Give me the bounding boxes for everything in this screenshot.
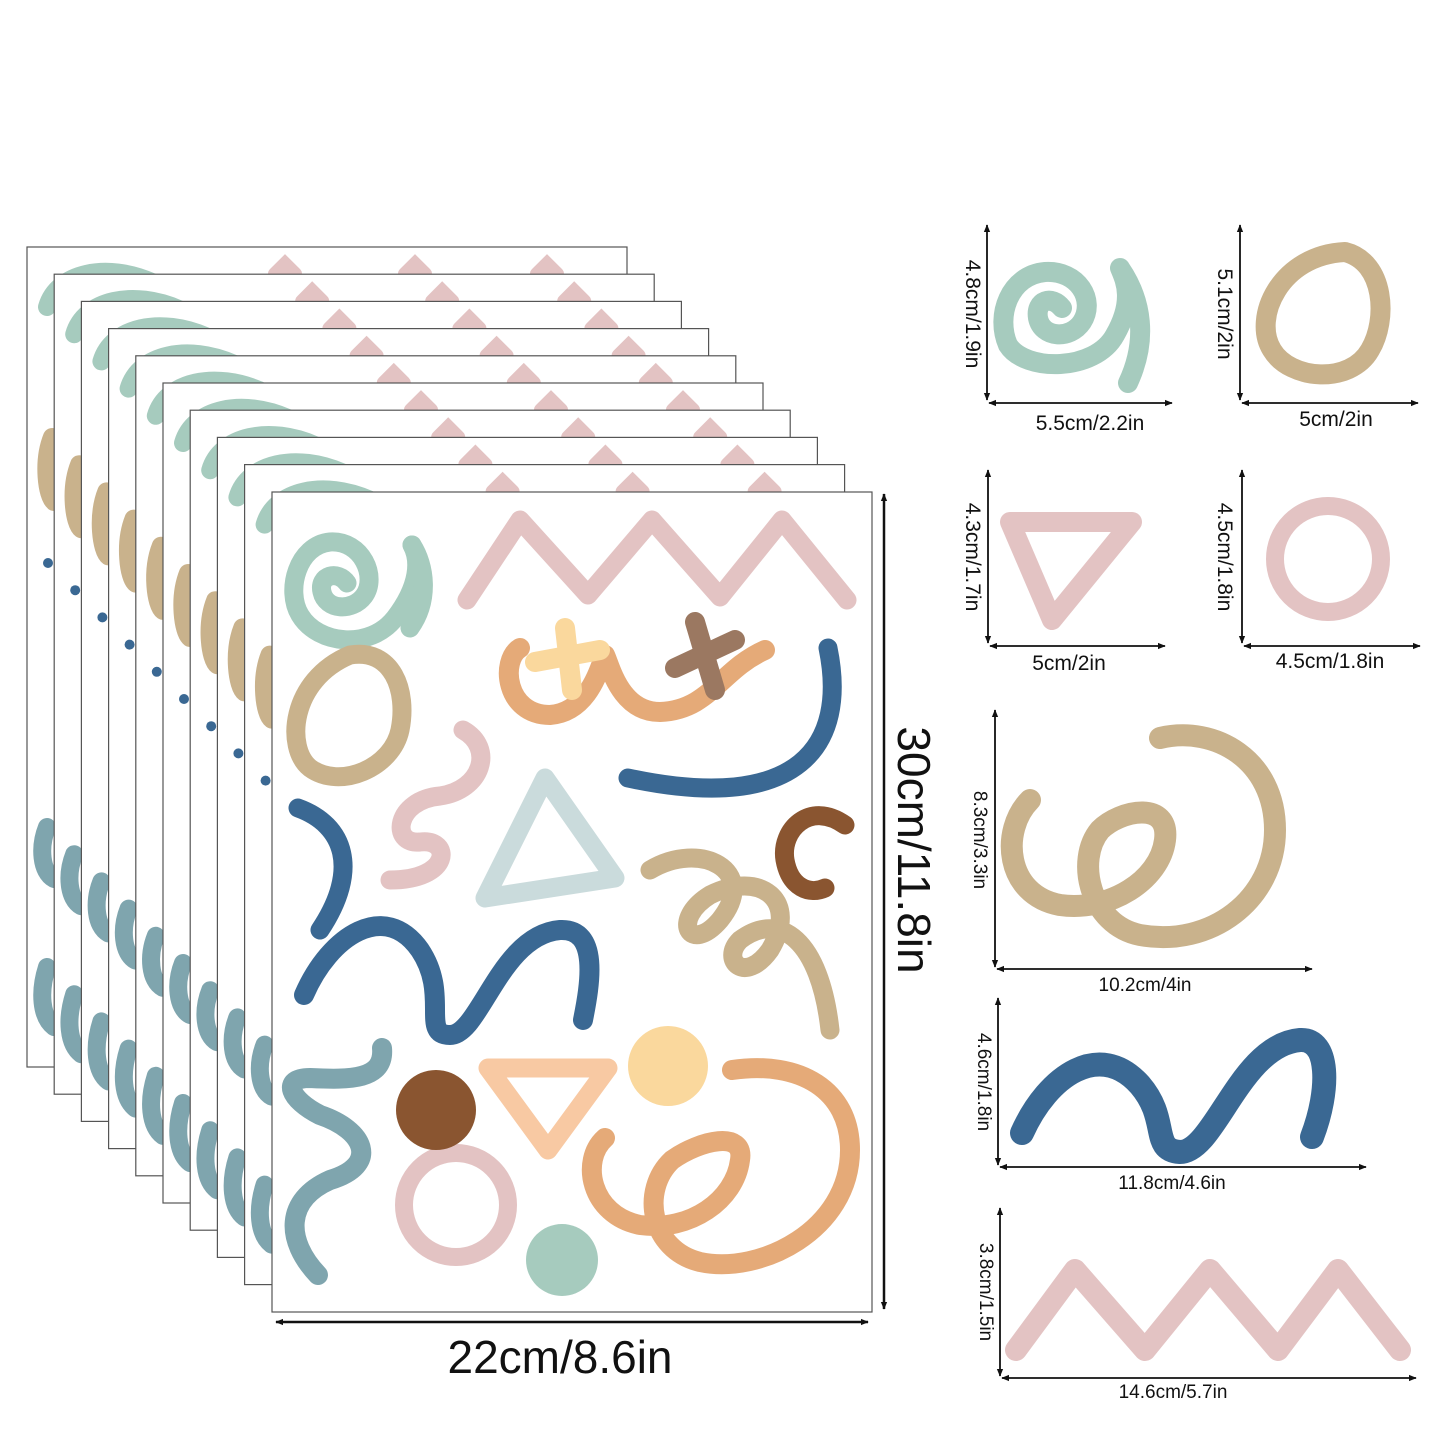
zigzag-width-label: 14.6cm/5.7in — [1119, 1382, 1228, 1403]
front-sheet — [271, 491, 873, 1313]
callout-wave — [1010, 1028, 1337, 1164]
callout-triangle — [1000, 512, 1142, 630]
sticker-triangle-peach — [478, 1058, 618, 1160]
swirl-height-label: 8.3cm/3.3in — [969, 791, 990, 889]
circle-width-label: 4.5cm/1.8in — [1276, 650, 1385, 673]
sticker-spiral-tail — [400, 535, 433, 638]
sticker-cross-mocha — [665, 612, 745, 700]
triangle-height-label: 4.3cm/1.7in — [961, 503, 984, 612]
callout-zigzag — [1005, 1259, 1411, 1361]
callout-dimension-arrows — [983, 224, 1421, 1382]
swirl-width-label: 10.2cm/4in — [1099, 975, 1192, 996]
wave-width-label: 11.8cm/4.6in — [1118, 1173, 1225, 1194]
sticker-wave-blue — [294, 916, 600, 1045]
sheet-height-label: 30cm/11.8in — [888, 726, 940, 973]
sticker-ring-pink — [395, 1144, 517, 1266]
spiral-width-label: 5.5cm/2.2in — [1036, 412, 1145, 435]
sticker-swirl-orange — [581, 1058, 860, 1275]
callout-spiral — [993, 258, 1151, 393]
sticker-cross-cream — [525, 618, 610, 700]
sticker-dot-sage — [526, 1224, 598, 1296]
sticker-dot-brown — [396, 1070, 476, 1150]
spiral-height-label: 4.8cm/1.9in — [961, 260, 984, 369]
triangle-width-label: 5cm/2in — [1032, 652, 1106, 675]
zigzag-height-label: 3.8cm/1.5in — [975, 1243, 996, 1341]
sheet-width-label: 22cm/8.6in — [447, 1331, 672, 1383]
callout-swirl — [1000, 724, 1286, 949]
sticker-arc-blue — [618, 638, 842, 798]
oval-width-label: 5cm/2in — [1299, 408, 1373, 431]
sheet-dimension-arrows — [275, 493, 888, 1326]
sticker-spiral — [284, 532, 427, 650]
sticker-dot-cream — [628, 1026, 708, 1106]
oval-height-label: 5.1cm/2in — [1213, 268, 1236, 359]
circle-height-label: 4.5cm/1.8in — [1213, 503, 1236, 612]
sticker-oval — [286, 644, 412, 787]
sticker-arc-blue-left — [288, 798, 353, 940]
sticker-squiggle-teal — [282, 1038, 393, 1285]
sticker-c-brown — [775, 806, 855, 900]
callout-oval — [1255, 242, 1391, 385]
sticker-squiggle-pink — [380, 720, 491, 890]
wave-height-label: 4.6cm/1.8in — [973, 1033, 994, 1131]
callout-circle — [1266, 497, 1390, 621]
sticker-triangle-pale — [475, 768, 625, 908]
sticker-loops-tan — [640, 848, 840, 1040]
sticker-zigzag — [457, 510, 857, 610]
